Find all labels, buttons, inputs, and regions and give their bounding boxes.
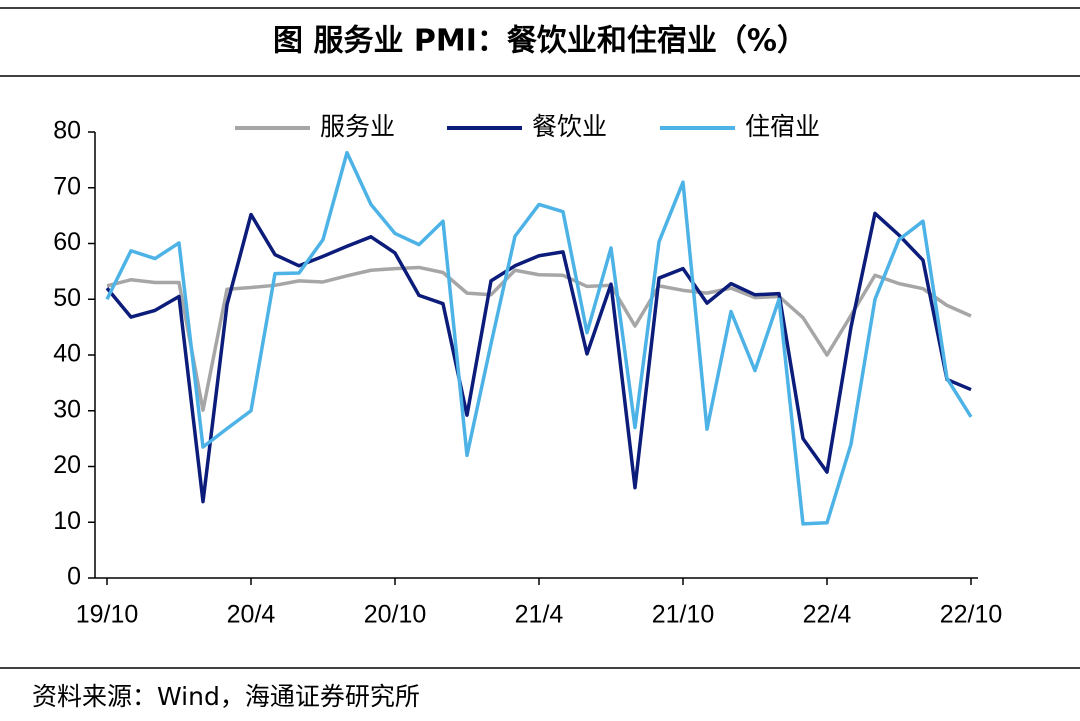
x-tick-label: 21/10 — [652, 601, 715, 629]
legend-label: 餐饮业 — [532, 112, 607, 141]
y-tick-label: 10 — [53, 507, 81, 535]
x-tick-label: 20/10 — [364, 601, 427, 629]
x-tick-label: 22/10 — [940, 601, 1003, 629]
y-tick-label: 20 — [53, 451, 81, 479]
source-note: 资料来源：Wind，海通证券研究所 — [32, 682, 420, 711]
y-tick-label: 60 — [53, 228, 81, 256]
y-tick-label: 50 — [53, 284, 81, 312]
x-tick-label: 22/4 — [803, 601, 852, 629]
legend-label: 服务业 — [320, 112, 395, 141]
y-tick-label: 70 — [53, 172, 81, 200]
legend-label: 住宿业 — [745, 112, 820, 141]
x-tick-label: 21/4 — [515, 601, 564, 629]
chart-title: 图 服务业 PMI：餐饮业和住宿业（%） — [273, 24, 807, 59]
series-line — [105, 150, 973, 526]
series-line — [106, 265, 972, 412]
y-tick-label: 0 — [67, 563, 81, 591]
x-tick-label: 19/10 — [76, 601, 139, 629]
x-tick-label: 20/4 — [227, 601, 276, 629]
y-tick-label: 40 — [53, 340, 81, 368]
y-tick-label: 80 — [53, 117, 81, 145]
series-line — [105, 211, 972, 504]
y-tick-label: 30 — [53, 395, 81, 423]
